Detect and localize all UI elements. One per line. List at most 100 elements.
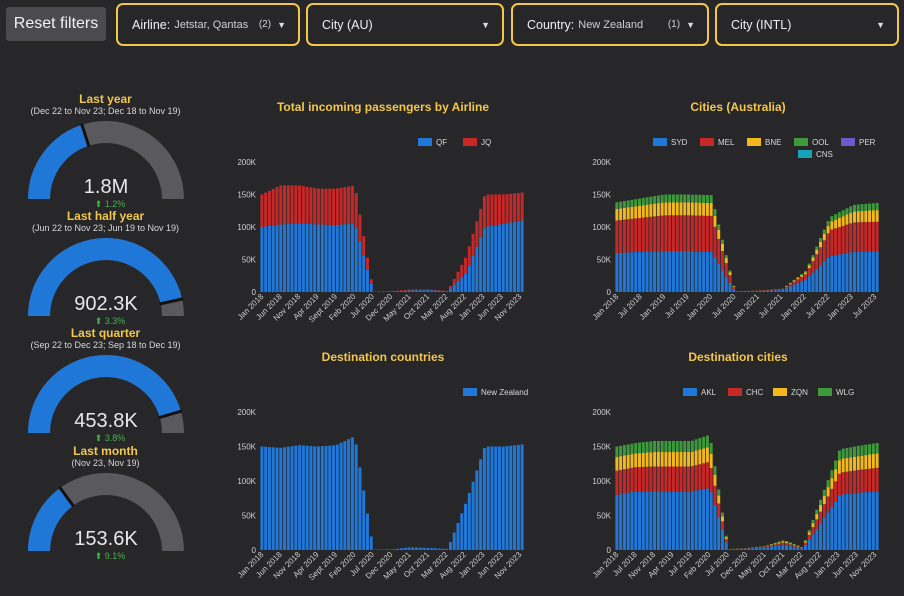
bar (343, 440, 347, 550)
bar (415, 290, 418, 292)
bar (347, 439, 351, 550)
airline-filter[interactable]: Airline: Jetstar, Qantas (2) ▼ (116, 3, 300, 46)
legend-item[interactable]: New Zealand (463, 388, 528, 397)
bar (724, 539, 728, 543)
bar (777, 545, 781, 550)
country-filter[interactable]: Country: New Zealand (1) ▼ (511, 3, 709, 46)
bar (849, 471, 853, 494)
legend-item[interactable]: WLG (818, 388, 854, 397)
bar (358, 467, 362, 550)
bar (369, 536, 373, 550)
bar (683, 202, 687, 216)
bar (660, 452, 664, 467)
bar (649, 196, 653, 205)
bar (751, 291, 755, 292)
bar (803, 274, 807, 280)
y-tick-label: 50K (242, 512, 257, 521)
bar (505, 223, 509, 292)
bar (426, 547, 430, 550)
bar (698, 215, 702, 252)
bar (309, 223, 313, 292)
bar (671, 452, 675, 467)
bar (841, 458, 845, 473)
legend-item[interactable]: CNS (798, 150, 833, 159)
bar (732, 287, 736, 290)
gauge-fill (27, 124, 89, 200)
bar (724, 263, 728, 277)
bar (856, 204, 860, 212)
bar (656, 466, 660, 492)
bar (366, 257, 369, 270)
bar (283, 447, 286, 550)
bar (721, 250, 724, 271)
bar (622, 445, 626, 456)
bar (849, 457, 853, 472)
bar (675, 202, 679, 216)
legend-item[interactable]: QF (418, 138, 447, 147)
legend-item[interactable]: PER (841, 138, 876, 147)
bar (781, 541, 785, 543)
bar (316, 224, 320, 292)
legend-item[interactable]: AKL (683, 388, 717, 397)
city-intl-filter[interactable]: City (INTL) ▼ (715, 3, 899, 46)
gauge-arc: 453.8K⬆ 3.8% (27, 355, 184, 441)
bar (849, 493, 853, 550)
bar (717, 263, 721, 292)
bar (837, 217, 841, 228)
bar (875, 210, 879, 222)
legend-item[interactable]: OOL (794, 138, 829, 147)
bar (309, 446, 313, 550)
bar (687, 491, 691, 550)
bar (864, 210, 868, 223)
legend-item[interactable]: MEL (700, 138, 735, 147)
bar (494, 225, 498, 292)
airline-filter-value: Jetstar, Qantas (174, 18, 249, 31)
legend-item[interactable]: ZQN (773, 388, 808, 397)
bar (864, 492, 868, 550)
bar (498, 446, 501, 550)
bar (649, 466, 653, 492)
bar (448, 542, 452, 550)
bar (622, 455, 626, 470)
bar (641, 491, 645, 550)
bar (638, 467, 641, 492)
bar (328, 224, 332, 292)
bar (619, 456, 623, 470)
bar (456, 522, 460, 550)
legend-item[interactable]: SYD (653, 138, 688, 147)
y-tick-label: 0 (607, 546, 612, 555)
bar (777, 289, 781, 291)
bar (822, 229, 826, 234)
bar (822, 233, 826, 241)
bar (785, 286, 789, 289)
bar (803, 544, 807, 550)
bar (298, 445, 302, 550)
bar (777, 542, 781, 544)
bar (834, 460, 838, 470)
bar (619, 469, 623, 495)
bar (841, 216, 845, 226)
bar (845, 471, 849, 495)
legend-item[interactable]: CHC (728, 388, 764, 397)
bar (690, 215, 694, 252)
city-au-filter[interactable]: City (AU) ▼ (306, 3, 504, 46)
bar (773, 542, 777, 544)
legend-item[interactable]: BNE (747, 138, 781, 147)
bar (683, 452, 687, 467)
bar (698, 438, 702, 450)
bar (732, 285, 736, 287)
gauge-title: Last month (73, 444, 138, 458)
bar (868, 222, 872, 252)
bar (713, 209, 717, 216)
bar (619, 252, 623, 292)
bar (856, 456, 860, 470)
bar (324, 224, 328, 292)
bar (837, 460, 841, 474)
reset-filters-button[interactable]: Reset filters (6, 7, 106, 41)
x-tick-label: Jan 2020 (685, 292, 715, 322)
legend-item[interactable]: JQ (463, 138, 491, 147)
bar (411, 289, 415, 291)
legend-label: CHC (746, 388, 764, 397)
bar (407, 290, 411, 292)
